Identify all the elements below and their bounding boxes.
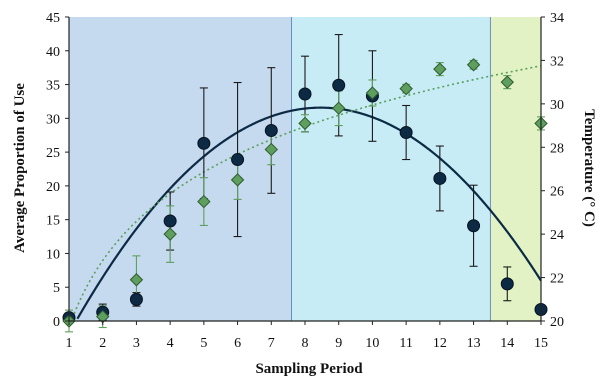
use-point [298,87,312,101]
temperature-point [332,101,346,115]
x-tick-label: 1 [66,336,73,351]
y2-tick-label: 22 [550,272,564,287]
use-point [264,123,278,137]
temperature-point [197,194,211,209]
temperature-point [129,273,144,287]
y-tick-label: 0 [53,315,60,330]
y-tick-label: 10 [46,247,60,262]
y-tick-label: 15 [46,214,60,229]
y-tick-label: 20 [46,180,60,195]
y2-tick-label: 30 [550,98,564,113]
y2-tick-label: 24 [550,228,564,243]
x-axis-title: Sampling Period [255,361,363,377]
x-tick-label: 7 [268,336,275,351]
trend-lines [71,65,542,320]
y-tick-label: 40 [46,45,60,60]
use-point [197,136,211,150]
use-point [332,78,346,92]
x-tick-label: 3 [133,336,140,351]
x-tick-label: 9 [335,336,342,351]
x-tick-label: 10 [365,336,379,351]
use-point [163,214,177,228]
x-tick-label: 6 [234,336,241,351]
y-tick-label: 30 [46,112,60,127]
y-axis-title: Average Proportion of Use [12,83,28,253]
temperature-point [466,58,481,72]
x-tick-label: 12 [433,336,447,351]
temperature-point [433,62,447,76]
temperature-trend-line [71,65,542,319]
y2-tick-label: 34 [550,11,564,26]
use-point [129,292,143,306]
x-tick-label: 4 [167,336,174,351]
tick-labels: 1 2 3 4 5 6 7 8 9 10 11 12 13 14 150510152025303540452… [46,11,564,351]
y2-tick-label: 26 [550,185,564,200]
temperature-point [365,86,380,100]
axes [65,16,545,325]
y-tick-label: 5 [53,281,60,296]
temperature-point [399,81,413,96]
x-tick-label: 2 [99,336,106,351]
y2-axis-title: Temperature (° C) [581,109,597,227]
x-tick-label: 8 [302,336,309,351]
y-tick-label: 25 [46,146,60,161]
y2-tick-label: 20 [550,315,564,330]
y2-tick-label: 28 [550,141,564,156]
use-point [399,126,413,140]
use-point [433,171,447,185]
temperature-point [163,227,177,241]
temperature-point [230,173,245,187]
x-tick-label: 13 [467,336,481,351]
y-tick-label: 45 [46,11,60,26]
temperature-point [298,116,312,131]
temperature-point [264,142,278,157]
temperature-point [500,75,514,89]
x-tick-label: 5 [200,336,207,351]
data-points [62,58,548,328]
use-point [231,153,245,167]
y-tick-label: 35 [46,79,60,94]
use-point [467,219,481,233]
x-tick-label: 14 [500,336,514,351]
y2-tick-label: 32 [550,54,564,69]
region-1 [69,17,292,321]
x-tick-label: 15 [534,336,548,351]
region-2 [291,17,491,321]
region-3 [490,17,541,321]
use-point [500,277,514,291]
x-tick-label: 11 [399,336,412,351]
